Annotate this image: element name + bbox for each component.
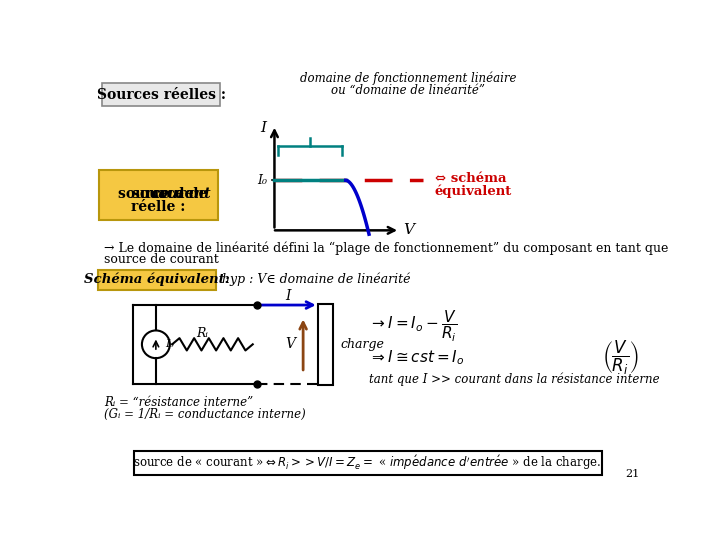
- Text: V: V: [403, 224, 414, 238]
- Text: courant: courant: [150, 187, 211, 201]
- Text: domaine de fonctionnement linéaire: domaine de fonctionnement linéaire: [300, 72, 516, 85]
- Text: charge: charge: [341, 338, 384, 351]
- Text: tant que I >> courant dans la résistance interne: tant que I >> courant dans la résistance…: [369, 372, 660, 386]
- Text: réelle :: réelle :: [131, 200, 185, 214]
- Text: Rᵢ: Rᵢ: [197, 327, 208, 340]
- FancyBboxPatch shape: [99, 170, 218, 220]
- Text: I: I: [285, 289, 290, 303]
- Text: source de « courant »$\Leftrightarrow R_i >> V/I = Z_e = $ « $\mathit{imp\acute{: source de « courant »$\Leftrightarrow R_…: [133, 454, 601, 472]
- Text: I₀: I₀: [165, 339, 174, 349]
- Text: source de courant: source de courant: [104, 253, 219, 266]
- FancyBboxPatch shape: [134, 450, 602, 475]
- Text: ou “domaine de linéarité”: ou “domaine de linéarité”: [330, 84, 485, 97]
- Text: V: V: [285, 338, 295, 352]
- FancyBboxPatch shape: [318, 304, 333, 385]
- Text: ⇔ schéma: ⇔ schéma: [435, 172, 506, 185]
- Text: (Gᵢ = 1/Rᵢ = conductance interne): (Gᵢ = 1/Rᵢ = conductance interne): [104, 408, 306, 421]
- Text: hyp : V∈ domaine de linéarité: hyp : V∈ domaine de linéarité: [222, 273, 410, 286]
- Text: Sources réelles :: Sources réelles :: [96, 88, 226, 102]
- Text: I: I: [261, 121, 266, 135]
- FancyBboxPatch shape: [102, 83, 220, 106]
- Text: source de: source de: [132, 187, 212, 201]
- Text: $\Rightarrow I \cong cst = I_o$: $\Rightarrow I \cong cst = I_o$: [369, 348, 464, 367]
- Text: 21: 21: [626, 469, 639, 480]
- Text: $\left(\dfrac{V}{R_i}\right)$: $\left(\dfrac{V}{R_i}\right)$: [603, 338, 639, 376]
- Text: I₀: I₀: [257, 174, 266, 187]
- Text: $\rightarrow I = I_o - \dfrac{V}{R_i}$: $\rightarrow I = I_o - \dfrac{V}{R_i}$: [369, 309, 457, 345]
- FancyBboxPatch shape: [98, 269, 215, 289]
- Text: source de: source de: [118, 187, 198, 201]
- Text: → Le domaine de linéarité défini la “plage de fonctionnement” du composant en ta: → Le domaine de linéarité défini la “pla…: [104, 241, 668, 255]
- Text: Rᵢ = “résistance interne”: Rᵢ = “résistance interne”: [104, 396, 253, 409]
- Text: Schéma équivalent:: Schéma équivalent:: [84, 273, 230, 286]
- Text: équivalent: équivalent: [435, 184, 512, 198]
